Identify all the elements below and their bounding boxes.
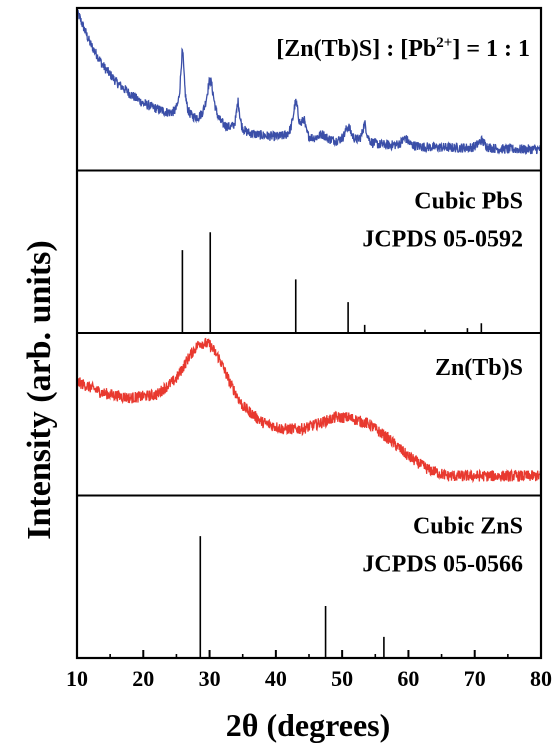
x-tick-label-20: 20	[132, 666, 154, 691]
panel-2: Cubic PbS JCPDS 05-0592	[181, 189, 523, 333]
x-tick-label-50: 50	[331, 666, 353, 691]
panel-label-end: ] = 1 : 1	[452, 36, 530, 62]
panel-4: Cubic ZnS JCPDS 05-0566	[199, 514, 523, 658]
panel-label-1: [Zn(Tb)S] : [Pb2+] = 1 : 1	[276, 35, 530, 62]
x-tick-label-40: 40	[265, 666, 287, 691]
panel-3: Zn(Tb)S	[76, 337, 542, 484]
x-axis-ticks: 10 20 30 40 50 60 70 80	[66, 650, 552, 691]
panel-label-sup: 2+	[436, 35, 452, 51]
x-tick-label-60: 60	[397, 666, 419, 691]
panel-label-4-line2: JCPDS 05-0566	[362, 552, 523, 578]
chart-panels: [Zn(Tb)S] : [Pb2+] = 1 : 1 Cubic PbS JCPDS…	[76, 9, 542, 658]
pattern-line-3	[76, 337, 542, 484]
x-tick-label-30: 30	[199, 666, 221, 691]
panel-label-4-line1: Cubic ZnS	[413, 514, 523, 540]
panel-label-2-line2: JCPDS 05-0592	[362, 227, 523, 253]
x-tick-label-70: 70	[464, 666, 486, 691]
x-tick-label-10: 10	[66, 666, 88, 691]
panel-1: [Zn(Tb)S] : [Pb2+] = 1 : 1	[76, 9, 542, 156]
panel-label-main: [Zn(Tb)S] : [Pb	[276, 36, 436, 62]
panel-label-3-line1: Zn(Tb)S	[435, 355, 523, 381]
panel-label-2-line1: Cubic PbS	[414, 189, 523, 215]
pattern-line-1	[76, 9, 542, 156]
x-axis-title: 2θ (degrees)	[226, 707, 391, 743]
y-axis-title: Intensity (arb. units)	[21, 240, 58, 539]
x-tick-label-80: 80	[530, 666, 552, 691]
